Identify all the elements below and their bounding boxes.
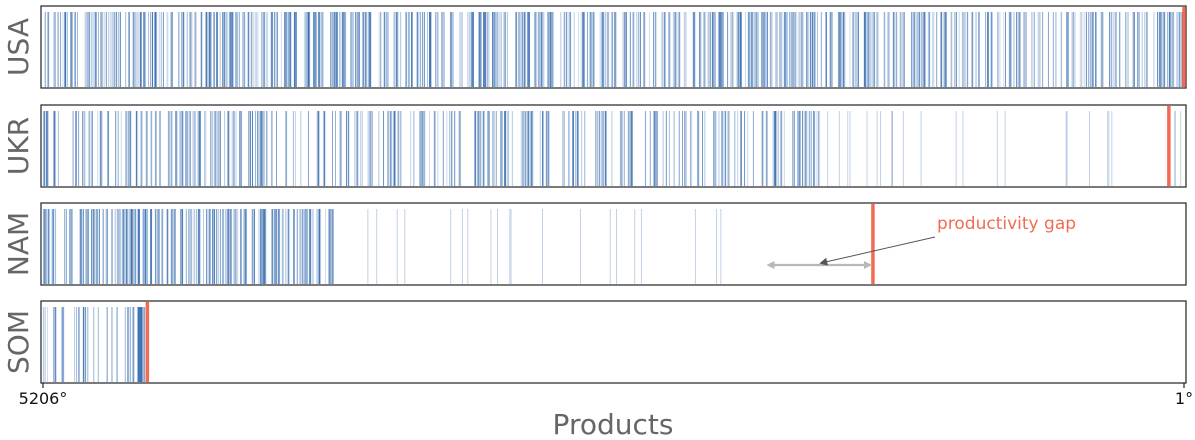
- row-label-som: SOM: [2, 310, 35, 374]
- panel-frame: [40, 5, 1187, 89]
- row-label-nam: NAM: [2, 212, 35, 276]
- x-tick-label-left: 5206°: [19, 389, 68, 408]
- x-tick-label-right: 1°: [1175, 389, 1193, 408]
- annotation-text: productivity gap: [937, 214, 1076, 234]
- row-label-ukr: UKR: [2, 117, 35, 175]
- product-block: [137, 307, 143, 382]
- panel-ukr: UKR: [2, 104, 1187, 188]
- panel-nam: NAM: [2, 202, 1187, 286]
- panel-usa: USA: [2, 5, 1187, 89]
- panel-frame: [40, 300, 1187, 384]
- panel-frame: [40, 202, 1187, 286]
- row-label-usa: USA: [2, 18, 35, 76]
- panel-frame: [40, 104, 1187, 188]
- x-axis-label: Products: [553, 408, 674, 440]
- panel-som: SOM: [2, 300, 1187, 384]
- annotation-pointer: [819, 236, 936, 266]
- annotation-productivity-gap: productivity gap: [766, 214, 1076, 269]
